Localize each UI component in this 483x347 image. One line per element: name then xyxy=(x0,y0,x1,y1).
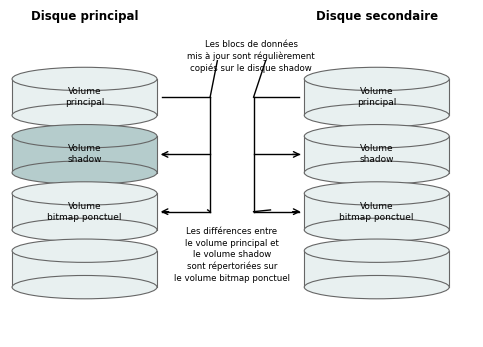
Text: Volume
bitmap ponctuel: Volume bitmap ponctuel xyxy=(47,202,122,222)
FancyBboxPatch shape xyxy=(12,136,157,173)
FancyBboxPatch shape xyxy=(304,251,449,287)
Text: Volume
bitmap ponctuel: Volume bitmap ponctuel xyxy=(340,202,414,222)
Text: Volume
principal: Volume principal xyxy=(357,87,397,107)
FancyBboxPatch shape xyxy=(12,79,157,115)
Ellipse shape xyxy=(304,239,449,262)
Ellipse shape xyxy=(12,161,157,184)
FancyBboxPatch shape xyxy=(12,194,157,230)
Ellipse shape xyxy=(304,161,449,184)
Text: Volume
principal: Volume principal xyxy=(65,87,104,107)
Text: Les différences entre
le volume principal et
le volume shadow
sont répertoriées : Les différences entre le volume principa… xyxy=(174,227,290,283)
Ellipse shape xyxy=(12,182,157,205)
Text: Disque secondaire: Disque secondaire xyxy=(316,10,438,23)
FancyBboxPatch shape xyxy=(304,194,449,230)
Ellipse shape xyxy=(12,125,157,148)
Ellipse shape xyxy=(304,218,449,242)
Ellipse shape xyxy=(12,239,157,262)
Ellipse shape xyxy=(304,276,449,299)
Text: Volume
shadow: Volume shadow xyxy=(67,144,102,164)
FancyBboxPatch shape xyxy=(304,79,449,115)
Ellipse shape xyxy=(12,104,157,127)
Ellipse shape xyxy=(304,182,449,205)
Text: Les blocs de données
mis à jour sont régulièrement
copiés sur le disque shadow: Les blocs de données mis à jour sont rég… xyxy=(187,40,315,73)
Ellipse shape xyxy=(12,276,157,299)
Text: Disque principal: Disque principal xyxy=(31,10,138,23)
Ellipse shape xyxy=(12,218,157,242)
Ellipse shape xyxy=(12,67,157,91)
FancyBboxPatch shape xyxy=(12,251,157,287)
Ellipse shape xyxy=(304,125,449,148)
Text: Volume
shadow: Volume shadow xyxy=(359,144,394,164)
Ellipse shape xyxy=(304,67,449,91)
FancyBboxPatch shape xyxy=(304,136,449,173)
Ellipse shape xyxy=(304,104,449,127)
